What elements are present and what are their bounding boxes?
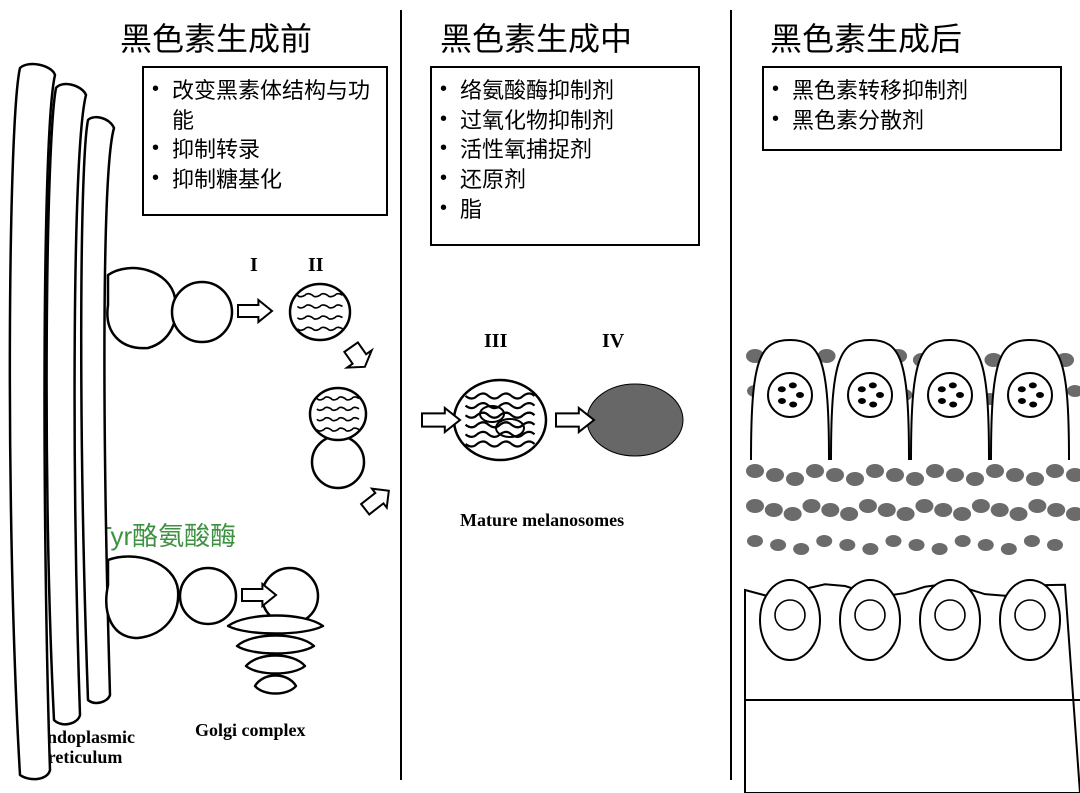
diagram-svg [0,0,1080,793]
